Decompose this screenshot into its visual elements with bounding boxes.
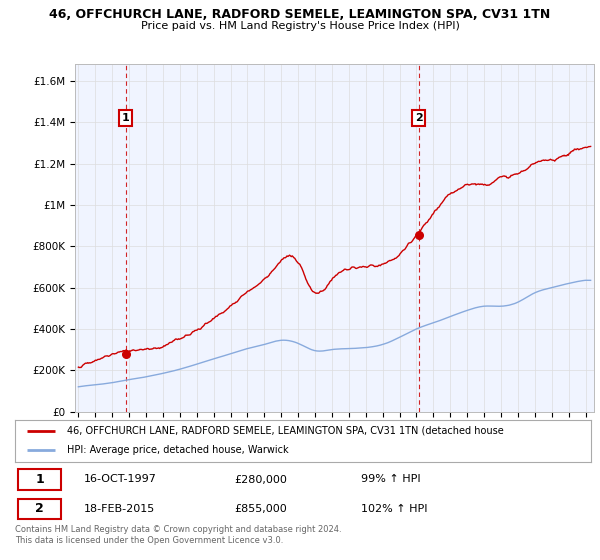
Text: HPI: Average price, detached house, Warwick: HPI: Average price, detached house, Warw… <box>67 445 289 455</box>
Text: 1: 1 <box>35 473 44 486</box>
Text: £280,000: £280,000 <box>234 474 287 484</box>
Text: 18-FEB-2015: 18-FEB-2015 <box>84 504 155 514</box>
Text: 99% ↑ HPI: 99% ↑ HPI <box>361 474 420 484</box>
FancyBboxPatch shape <box>18 469 61 489</box>
Text: 2: 2 <box>35 502 44 515</box>
Text: Contains HM Land Registry data © Crown copyright and database right 2024.
This d: Contains HM Land Registry data © Crown c… <box>15 525 341 545</box>
Text: 1: 1 <box>122 113 130 123</box>
Text: £855,000: £855,000 <box>234 504 287 514</box>
Text: 16-OCT-1997: 16-OCT-1997 <box>84 474 157 484</box>
Text: 2: 2 <box>415 113 422 123</box>
Text: 102% ↑ HPI: 102% ↑ HPI <box>361 504 427 514</box>
Text: 46, OFFCHURCH LANE, RADFORD SEMELE, LEAMINGTON SPA, CV31 1TN (detached house: 46, OFFCHURCH LANE, RADFORD SEMELE, LEAM… <box>67 426 503 436</box>
Text: Price paid vs. HM Land Registry's House Price Index (HPI): Price paid vs. HM Land Registry's House … <box>140 21 460 31</box>
FancyBboxPatch shape <box>18 499 61 519</box>
Text: 46, OFFCHURCH LANE, RADFORD SEMELE, LEAMINGTON SPA, CV31 1TN: 46, OFFCHURCH LANE, RADFORD SEMELE, LEAM… <box>49 8 551 21</box>
